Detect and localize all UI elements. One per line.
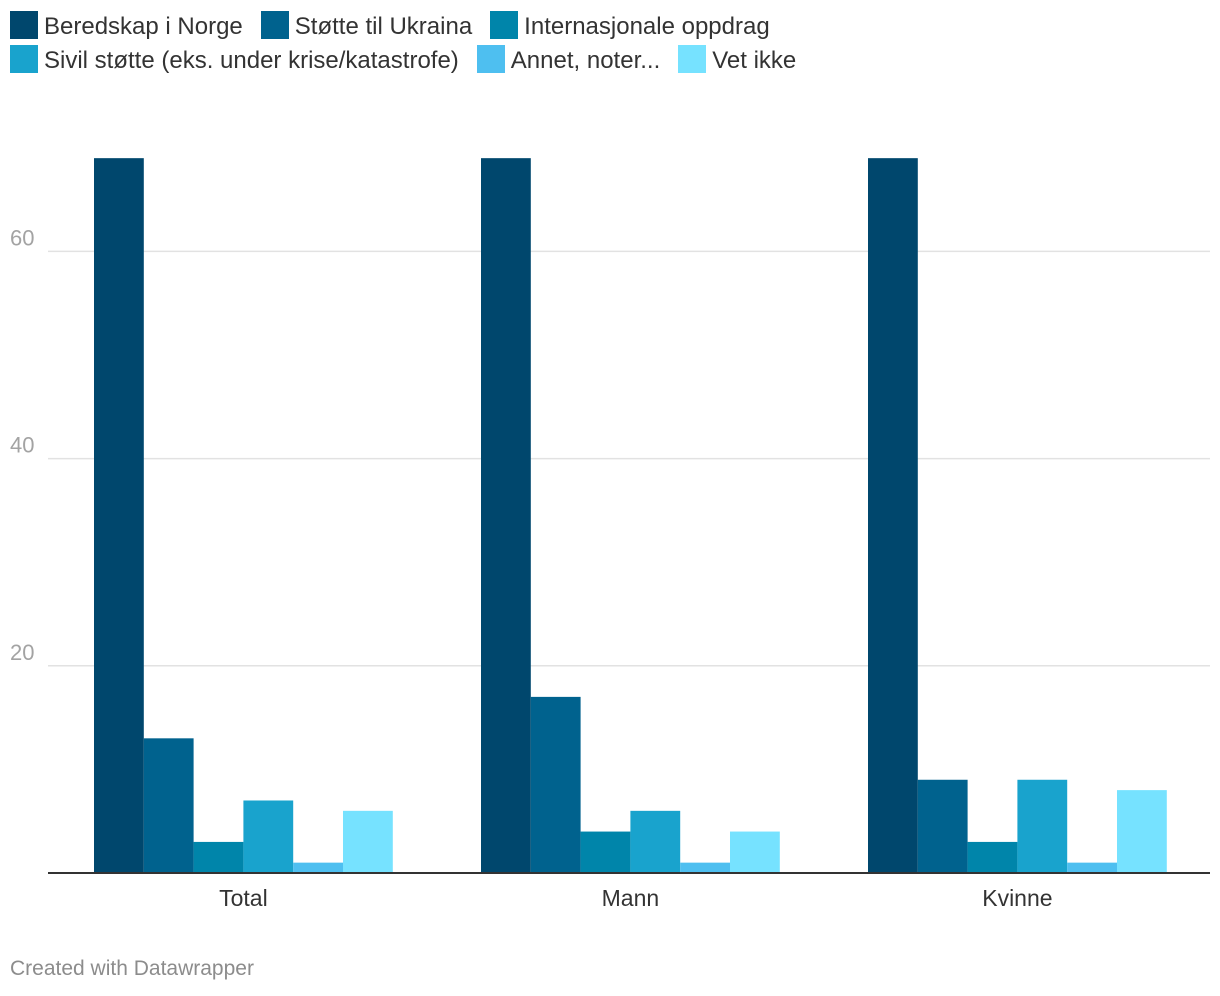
- footer-credit: Created with Datawrapper: [10, 957, 254, 980]
- bar: [1067, 862, 1117, 873]
- legend-swatch: [476, 45, 505, 73]
- legend-item: Støtte til Ukraina: [260, 10, 473, 44]
- legend-item: Internasjonale oppdrag: [490, 10, 770, 44]
- legend-swatch: [490, 11, 519, 39]
- legend-item: Sivil støtte (eks. under krise/katastrof…: [10, 44, 459, 78]
- bar: [94, 158, 144, 873]
- bar: [530, 696, 581, 873]
- legend-item: Beredskap i Norge: [10, 10, 243, 44]
- bar: [630, 810, 681, 873]
- y-tick-label: 60: [10, 225, 34, 250]
- legend-item: Vet ikke: [678, 44, 796, 78]
- legend-label: Beredskap i Norge: [44, 13, 243, 40]
- bar: [343, 810, 393, 873]
- legend-swatch: [10, 11, 38, 39]
- x-tick-label: Mann: [602, 885, 660, 911]
- legend-label: Sivil støtte (eks. under krise/katastrof…: [44, 47, 459, 74]
- bar: [143, 738, 194, 873]
- legend-label: Annet, noter...: [510, 47, 661, 74]
- bar: [293, 862, 343, 873]
- x-tick-label: Kvinne: [982, 885, 1052, 911]
- bar: [730, 831, 780, 873]
- legend-swatch: [260, 11, 289, 39]
- y-tick-label: 40: [10, 433, 34, 458]
- bar: [1117, 790, 1167, 873]
- bar: [580, 831, 631, 873]
- bar: [917, 779, 968, 873]
- legend-label: Støtte til Ukraina: [294, 13, 473, 40]
- bar: [1017, 779, 1068, 873]
- x-tick-label: Total: [219, 885, 268, 911]
- legend: Beredskap i Norge Støtte til Ukraina Inter…: [10, 10, 1200, 78]
- bar: [481, 158, 531, 873]
- bar: [243, 800, 294, 873]
- legend-swatch: [678, 45, 707, 73]
- legend-swatch: [10, 45, 38, 73]
- bar: [680, 862, 730, 873]
- y-tick-label: 20: [10, 640, 34, 665]
- legend-label: Internasjonale oppdrag: [524, 13, 770, 40]
- bar: [868, 158, 918, 873]
- bar: [193, 841, 244, 873]
- bar: [967, 841, 1018, 873]
- legend-item: Annet, noter...: [476, 44, 661, 78]
- legend-label: Vet ikke: [712, 47, 797, 74]
